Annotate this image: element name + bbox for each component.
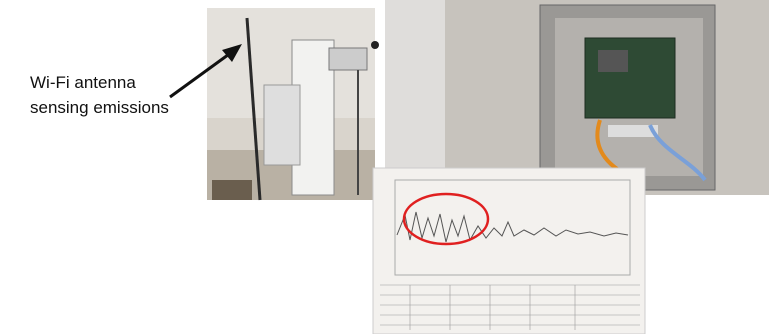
annotation-line: Wi-Fi antenna bbox=[30, 70, 169, 95]
slide bbox=[0, 0, 769, 334]
antenna-photo bbox=[207, 8, 379, 200]
report-scan bbox=[373, 168, 645, 334]
annotation: Wi-Fi antenna sensing emissions bbox=[30, 70, 169, 120]
enclosure-photo bbox=[385, 0, 769, 195]
annotation-line: sensing emissions bbox=[30, 95, 169, 120]
page: Wi-Fi antenna sensing emissions (() => {… bbox=[0, 0, 769, 334]
